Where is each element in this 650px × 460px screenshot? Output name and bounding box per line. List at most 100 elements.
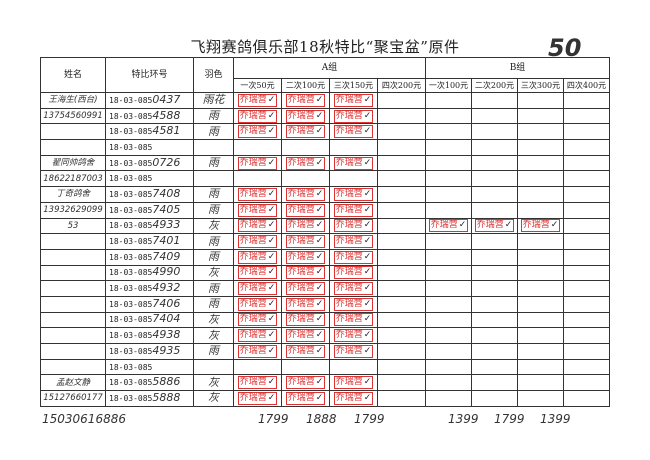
check-mark-icon: ✓: [267, 110, 276, 121]
check-mark-icon: ✓: [267, 377, 276, 388]
a-round-cell: 乔瑞营✓: [233, 201, 282, 219]
table-row: 18-03-0857401 雨乔瑞营✓ 乔瑞营✓ 乔瑞营✓: [40, 233, 610, 250]
table-row: 18-03-0854938 灰乔瑞营✓ 乔瑞营✓ 乔瑞营✓: [40, 327, 610, 344]
a-round-cell: 乔瑞营✓: [281, 154, 330, 172]
stamp-text: 乔瑞营: [430, 220, 458, 231]
b-round-cell: [425, 186, 472, 203]
a-round-cell: [281, 139, 330, 156]
b-round-cell: [563, 390, 610, 407]
stamp-text: 乔瑞营: [287, 283, 315, 294]
b-round-cell: [517, 374, 564, 392]
check-mark-icon: ✓: [363, 126, 372, 137]
ring-prefix: 18-03-085: [109, 393, 153, 403]
ring-cell: 18-03-0854935: [105, 343, 194, 360]
b-round-cell: [517, 154, 564, 172]
check-mark-icon: ✓: [315, 236, 324, 247]
check-mark-icon: ✓: [315, 298, 324, 309]
a-round-cell: [233, 139, 282, 156]
a-round-cell: 乔瑞营✓: [233, 107, 282, 125]
stamp-text: 乔瑞营: [335, 251, 363, 262]
b-round-cell: [471, 311, 518, 329]
stamp: 乔瑞营✓: [333, 250, 374, 264]
owner-cell: 13932629099: [40, 201, 106, 219]
color-cell: 灰: [193, 311, 234, 329]
stamp-text: 乔瑞营: [287, 251, 315, 262]
stamp-text: 乔瑞营: [287, 126, 315, 137]
b-round-cell: [517, 248, 564, 266]
owner-cell: [40, 248, 106, 266]
stamp-text: 乔瑞营: [335, 330, 363, 341]
check-mark-icon: ✓: [458, 220, 467, 231]
stamp-text: 乔瑞营: [335, 298, 363, 309]
a-round-cell: 乔瑞营✓: [281, 92, 330, 109]
stamp-text: 乔瑞营: [239, 157, 267, 168]
a-round-cell: 乔瑞营✓: [281, 343, 330, 360]
check-mark-icon: ✓: [363, 392, 372, 403]
a-round-cell: [377, 343, 426, 360]
table-row: 18-03-0857404 灰乔瑞营✓ 乔瑞营✓ 乔瑞营✓: [40, 311, 610, 329]
a-round-cell: 乔瑞营✓: [329, 154, 378, 172]
owner-cell: [40, 123, 106, 141]
stamp-text: 乔瑞营: [335, 236, 363, 247]
stamp-text: 乔瑞营: [287, 220, 315, 231]
b-round-cell: [425, 358, 472, 376]
stamp: 乔瑞营✓: [285, 391, 326, 405]
table-row: 丁奇鸽舍 18-03-0857408 雨乔瑞营✓ 乔瑞营✓ 乔瑞营✓: [40, 186, 610, 203]
stamp-text: 乔瑞营: [239, 236, 267, 247]
b-round-cell: [563, 107, 610, 125]
ring-cell: 18-03-0854933: [105, 217, 194, 235]
stamp: 乔瑞营✓: [333, 93, 374, 107]
ring-prefix: 18-03-085: [109, 284, 153, 294]
ring-prefix: 18-03-085: [109, 111, 153, 121]
b-round-cell: [563, 123, 610, 141]
stamp-text: 乔瑞营: [239, 298, 267, 309]
a-round-cell: [377, 358, 426, 376]
b-round-cell: [425, 248, 472, 266]
stamp-text: 乔瑞营: [239, 188, 267, 199]
ring-cell: 18-03-0850437: [105, 92, 194, 109]
a-round-cell: 乔瑞营✓: [233, 248, 282, 266]
ring-cell: 18-03-085: [105, 358, 194, 376]
check-mark-icon: ✓: [315, 204, 324, 215]
b-round-cell: [471, 186, 518, 203]
b-round-cell: [471, 295, 518, 313]
owner-cell: 18622187003: [40, 170, 106, 188]
b-round-cell: [563, 264, 610, 282]
b-round-cell: [563, 217, 610, 235]
b-round-cell: [471, 233, 518, 250]
ring-suffix: 7404: [152, 312, 181, 326]
b-round-cell: [425, 311, 472, 329]
b-round-cell: [517, 327, 564, 344]
owner-cell: 53: [40, 217, 106, 235]
color-cell: 雨: [193, 280, 234, 297]
b-round-cell: [517, 123, 564, 141]
owner-cell: 13754560991: [40, 107, 106, 125]
b-round-cell: [517, 233, 564, 250]
stamp: 乔瑞营✓: [333, 329, 374, 343]
a-round-cell: 乔瑞营✓: [233, 264, 282, 282]
ring-suffix: 5888: [152, 390, 181, 404]
table-row: 53 18-03-0854933 灰乔瑞营✓ 乔瑞营✓ 乔瑞营✓ 乔瑞营✓ 乔瑞营✓ 乔瑞营✓: [40, 217, 610, 235]
stamp-text: 乔瑞营: [239, 283, 267, 294]
stamp: 乔瑞营✓: [237, 235, 278, 249]
a-round-cell: 乔瑞营✓: [281, 248, 330, 266]
a-round-cell: [377, 374, 426, 392]
ring-prefix: 18-03-085: [109, 127, 153, 137]
ring-prefix: 18-03-085: [109, 205, 153, 215]
color-cell: 灰: [193, 374, 234, 392]
b-round-cell: [471, 170, 518, 188]
ring-suffix: 7401: [152, 234, 181, 248]
stamp: 乔瑞营✓: [333, 109, 374, 123]
b-round-cell: [425, 154, 472, 172]
stamp-text: 乔瑞营: [335, 126, 363, 137]
owner-cell: [40, 233, 106, 250]
b-round-cell: [517, 311, 564, 329]
check-mark-icon: ✓: [267, 220, 276, 231]
table-row: 孟赵文静 18-03-0855886 灰乔瑞营✓ 乔瑞营✓ 乔瑞营✓: [40, 374, 610, 392]
a-round-cell: 乔瑞营✓: [329, 233, 378, 250]
ring-prefix: 18-03-085: [109, 95, 153, 105]
header-a-col: 三次150元: [329, 78, 378, 93]
owner-cell: 15127660177: [40, 390, 106, 407]
a-round-cell: 乔瑞营✓: [329, 264, 378, 282]
stamp: 乔瑞营✓: [237, 266, 278, 280]
